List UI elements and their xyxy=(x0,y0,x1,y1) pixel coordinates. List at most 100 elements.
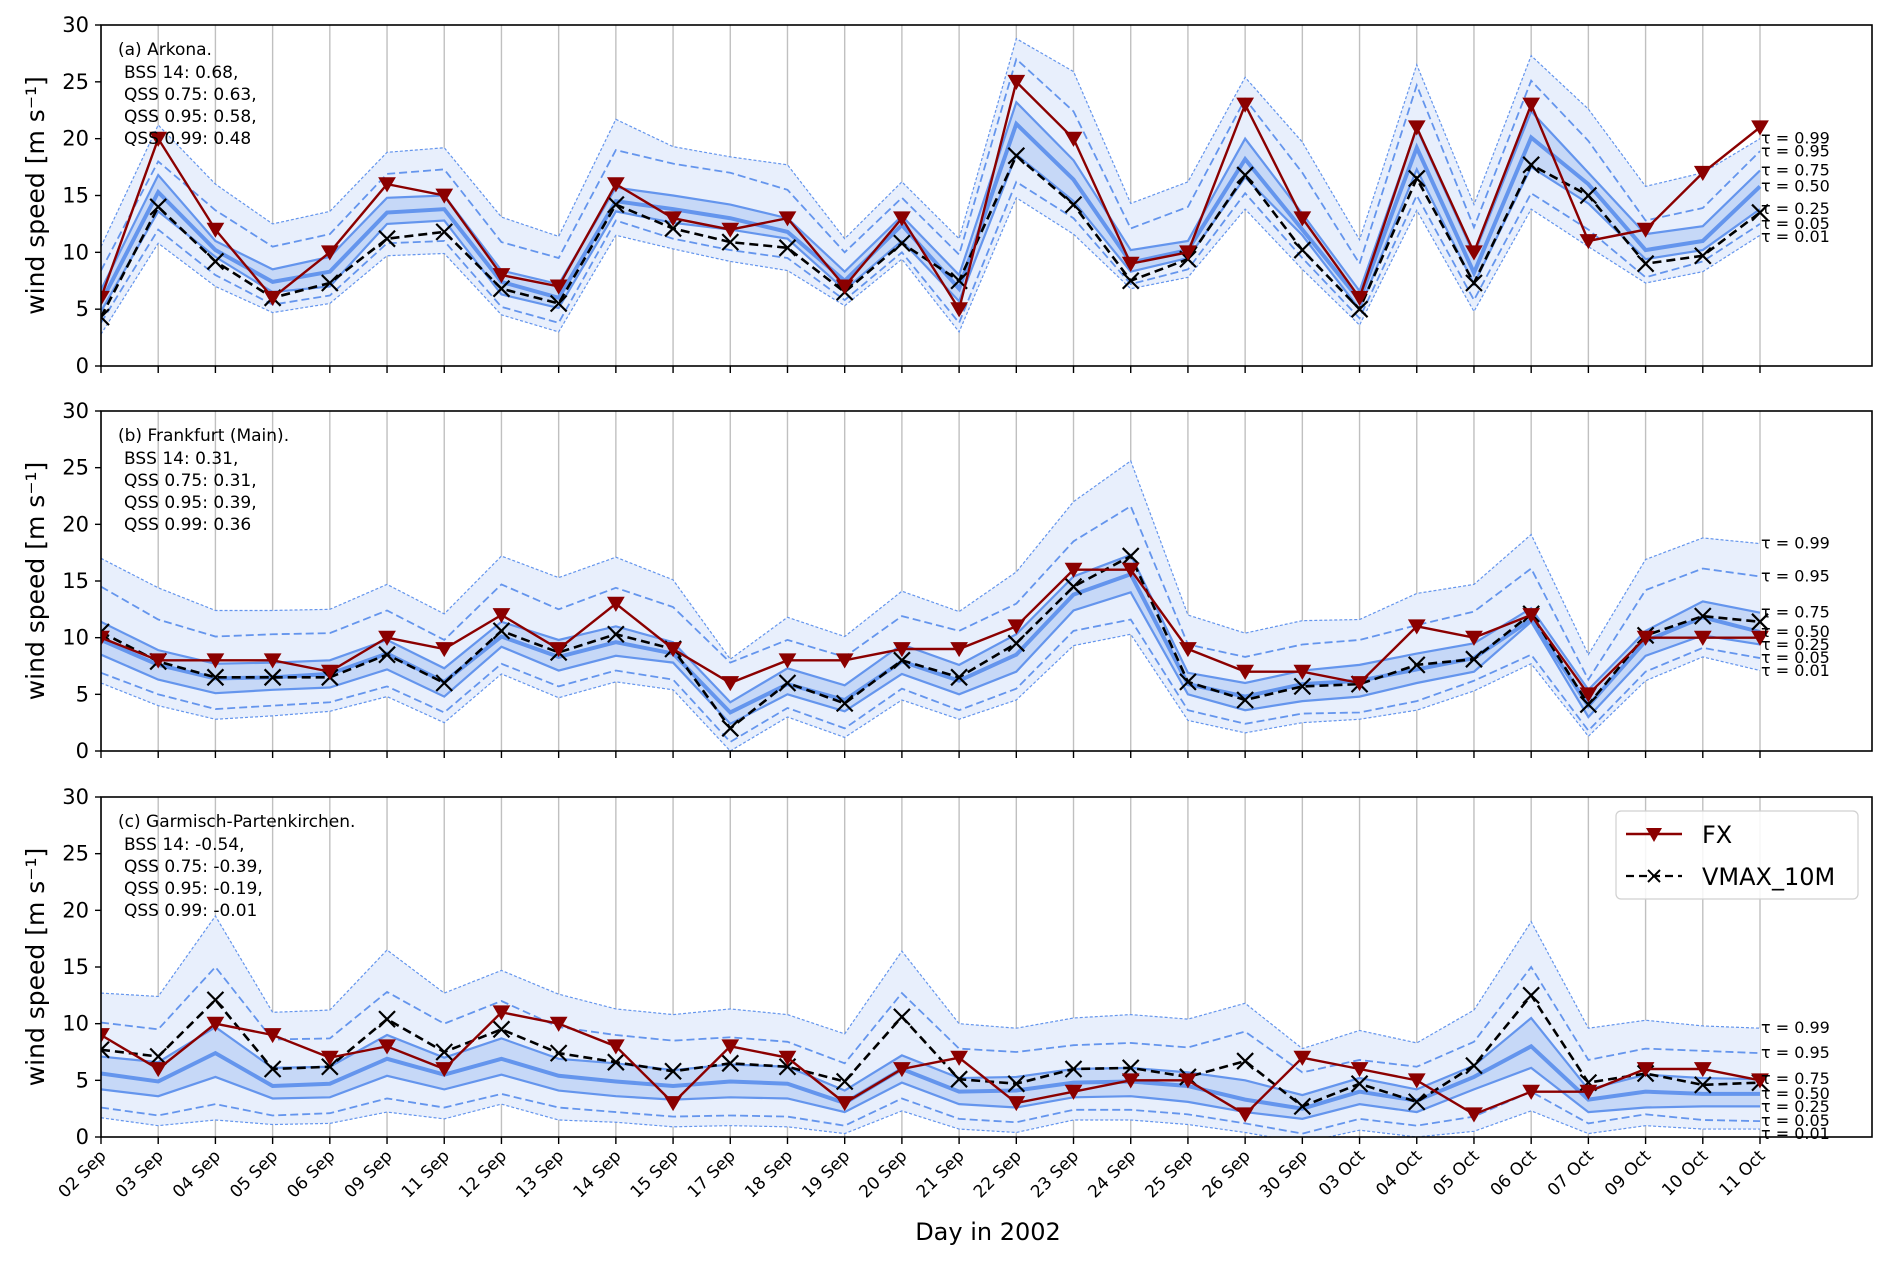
quantile-label: τ = 0.01 xyxy=(1761,661,1830,680)
vmax-marker xyxy=(206,252,225,271)
x-tick-label: 09 Oct xyxy=(1601,1146,1655,1200)
y-tick-label: 30 xyxy=(62,13,89,37)
fx-marker xyxy=(1293,211,1312,227)
quantile-line-0.75 xyxy=(101,1016,1761,1097)
y-tick-label: 10 xyxy=(62,1012,89,1036)
fx-marker xyxy=(378,630,396,646)
fx-line xyxy=(101,568,1760,697)
panel-title: (a) Arkona. xyxy=(118,40,212,60)
fx-marker xyxy=(950,1050,968,1066)
vmax-marker xyxy=(1121,1059,1140,1077)
fx-marker xyxy=(1522,608,1541,624)
quantile-label: τ = 0.95 xyxy=(1761,566,1830,585)
x-tick-label: 04 Oct xyxy=(1372,1146,1426,1200)
fx-marker xyxy=(1579,687,1598,703)
vmax-marker xyxy=(206,668,225,687)
fx-marker xyxy=(1293,1050,1312,1066)
fx-marker xyxy=(1064,1084,1083,1100)
fx-marker xyxy=(1179,1073,1197,1089)
plot-area xyxy=(101,797,1769,1137)
fx-marker xyxy=(721,222,740,238)
fx-marker xyxy=(1350,290,1369,306)
vmax-marker xyxy=(263,1060,282,1078)
fx-marker xyxy=(606,1039,625,1055)
vmax-marker xyxy=(1236,691,1254,709)
fx-line xyxy=(101,79,1761,313)
vmax-marker xyxy=(1751,203,1769,222)
fx-marker xyxy=(320,245,339,261)
quantile-line-0.95 xyxy=(101,965,1761,1074)
vmax-marker xyxy=(1522,986,1540,1005)
vmax-marker xyxy=(1407,1093,1426,1111)
x-tick-label: 21 Sep xyxy=(913,1146,969,1202)
vmax-marker xyxy=(1064,1060,1083,1078)
fx-marker xyxy=(1751,1073,1769,1089)
y-tick-label: 10 xyxy=(62,240,89,264)
x-tick-label: 02 Sep xyxy=(55,1146,111,1202)
fx-marker xyxy=(1579,1084,1598,1100)
x-tick-label: 05 Sep xyxy=(226,1146,282,1202)
fx-marker xyxy=(1636,222,1655,238)
quantile-line-0.50 xyxy=(101,120,1762,305)
quantile-line-0.05 xyxy=(101,618,1761,744)
y-tick-label: 20 xyxy=(62,127,89,151)
y-tick-label: 15 xyxy=(62,184,89,208)
fx-marker xyxy=(1636,630,1655,646)
vmax-marker xyxy=(835,694,854,713)
vmax-marker xyxy=(101,1040,110,1059)
vmax-marker xyxy=(378,229,396,248)
vmax-marker xyxy=(1694,1076,1712,1094)
vmax-marker xyxy=(1007,1074,1026,1093)
quantile-line-0.05 xyxy=(101,1090,1761,1135)
skill-score: QSS 0.95: -0.19, xyxy=(124,879,263,899)
skill-score: QSS 0.75: 0.31, xyxy=(124,471,257,491)
vmax-marker xyxy=(1407,656,1426,674)
vmax-marker xyxy=(149,1047,167,1066)
fx-marker xyxy=(606,596,625,612)
fx-marker xyxy=(1407,1073,1426,1089)
x-tick-label: 10 Oct xyxy=(1658,1146,1712,1200)
fx-marker xyxy=(492,1005,511,1021)
y-tick-label: 0 xyxy=(76,739,89,763)
fx-marker xyxy=(1465,1107,1483,1123)
vmax-marker xyxy=(1350,300,1369,318)
fx-marker xyxy=(149,653,168,669)
vmax-marker xyxy=(549,1044,568,1062)
legend: FX VMAX_10M xyxy=(1615,810,1859,900)
vmax-marker xyxy=(206,991,225,1009)
panel-1: 0 5 10 15 20 25 30 wind speed [m s⁻¹] (b) Frankf… xyxy=(21,399,1873,763)
fx-marker xyxy=(1465,245,1483,261)
quantile-line-0.25 xyxy=(101,1066,1760,1120)
vmax-marker xyxy=(1064,577,1083,596)
vmax-marker xyxy=(835,1072,854,1091)
quantile-label: τ = 0.99 xyxy=(1761,129,1830,148)
panel-2: 0 5 10 15 20 25 30 wind speed [m s⁻¹] (c) Garmis… xyxy=(21,785,1873,1149)
vmax-line xyxy=(101,993,1761,1108)
vmax-marker xyxy=(263,668,282,687)
fx-marker xyxy=(664,642,682,658)
vmax-marker xyxy=(149,198,167,216)
quantile-line-0.99 xyxy=(101,459,1761,661)
vmax-marker xyxy=(607,1053,625,1071)
vmax-marker xyxy=(1579,695,1598,714)
fx-marker xyxy=(664,1096,682,1112)
fx-line xyxy=(101,1011,1761,1116)
fx-marker xyxy=(1121,256,1140,272)
fx-marker xyxy=(263,290,282,306)
fx-marker xyxy=(1121,562,1140,578)
fx-marker xyxy=(435,188,454,204)
vmax-marker xyxy=(1579,186,1598,205)
quantile-label: τ = 0.75 xyxy=(1761,1069,1830,1088)
vmax-line xyxy=(101,554,1761,731)
x-tick-label: 12 Sep xyxy=(455,1146,511,1202)
vmax-marker xyxy=(721,233,740,251)
vmax-marker xyxy=(607,625,625,644)
fx-marker xyxy=(893,211,911,227)
vmax-marker xyxy=(1007,634,1026,653)
vmax-marker xyxy=(1179,673,1197,691)
fx-marker xyxy=(1522,97,1541,113)
fx-marker xyxy=(1236,664,1255,680)
vmax-marker xyxy=(435,1043,454,1061)
fx-marker xyxy=(1179,642,1197,658)
x-tick-label: 06 Oct xyxy=(1487,1146,1541,1200)
